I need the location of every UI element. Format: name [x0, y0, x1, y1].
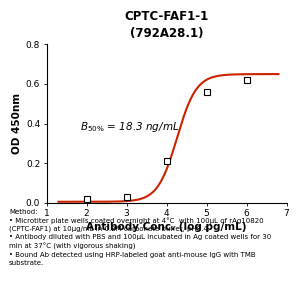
Y-axis label: OD 450nm: OD 450nm: [12, 93, 22, 154]
Text: B$_{50\%}$ = 18.3 ng/mL: B$_{50\%}$ = 18.3 ng/mL: [80, 120, 180, 133]
Title: CPTC-FAF1-1
(792A28.1): CPTC-FAF1-1 (792A28.1): [124, 10, 208, 41]
X-axis label: Antibody Conc. (log pg/mL): Antibody Conc. (log pg/mL): [86, 222, 247, 232]
Text: Method:
• Microtiter plate wells coated overnight at 4°C  with 100μL of rAg10820: Method: • Microtiter plate wells coated …: [9, 209, 271, 266]
